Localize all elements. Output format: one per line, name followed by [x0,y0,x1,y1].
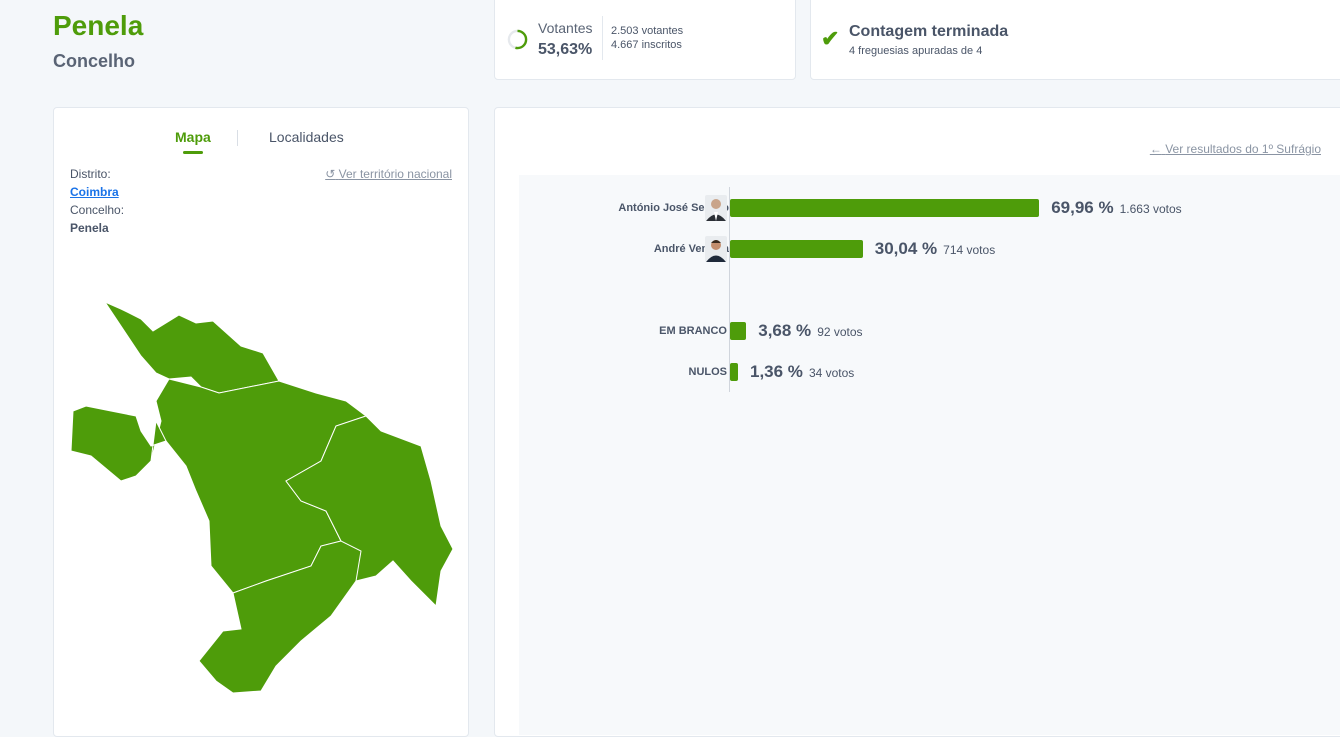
map-parish [198,540,362,694]
result-votes: 92 votos [817,325,863,339]
divider [602,16,603,60]
other-row: NULOS 1,36 % 34 votos [519,362,1340,382]
distrito-link[interactable]: Coimbra [70,185,119,199]
result-votes: 34 votos [808,366,855,380]
result-bar [730,240,863,258]
turnout-label: Votantes [538,20,593,36]
turnout-percent: 53,63% [538,41,593,58]
other-name: EM BRANCO [659,325,727,337]
result-bar [730,363,738,381]
result-label: 69,96 % 1.663 votos [1039,198,1181,218]
chart-axis [729,187,730,392]
distrito-label: Distrito: [70,167,111,181]
arrow-left-icon: ← [1149,142,1162,156]
page-subtitle: Concelho [53,51,136,71]
result-bar [730,322,747,340]
page-title: Penela [53,10,144,41]
result-percent: 30,04 % [874,239,938,258]
candidate-avatar [705,236,727,262]
candidate-name: António José Seguro [618,202,729,214]
first-round-label: Ver resultados do 1º Sufrágio [1165,142,1321,156]
result-percent: 3,68 % [758,321,812,340]
municipality-map [70,300,454,694]
registered-count: 4.667 inscritos [611,39,682,51]
result-label: 1,36 % 34 votos [738,362,854,382]
count-status-card: ✔ Contagem terminada 4 freguesias apurad… [810,0,1340,80]
map-parish [70,405,167,482]
undo-icon: ↺ [325,167,336,181]
tab-mapa[interactable]: Mapa [175,129,211,154]
candidate-row: André Ventura 30,04 % 714 votos [519,236,1340,262]
result-votes: 714 votos [943,243,996,257]
tab-divider [237,130,238,146]
turnout-card: Votantes 53,63% 2.503 votantes 4.667 ins… [494,0,796,80]
candidate-row: António José Seguro 69,96 % 1.663 votos [519,195,1340,221]
results-chart: António José Seguro 69,96 % 1.663 votos A… [519,175,1340,735]
result-percent: 69,96 % [1051,198,1114,217]
national-territory-label: Ver território nacional [338,167,452,181]
turnout-ring-icon [507,29,528,50]
map-panel: Mapa Localidades Distrito: Coimbra Conce… [53,107,469,737]
candidate-avatar [705,195,727,221]
check-icon: ✔ [821,26,840,51]
result-label: 30,04 % 714 votos [863,239,995,259]
first-round-link[interactable]: ← Ver resultados do 1º Sufrágio [1150,142,1321,156]
result-label: 3,68 % 92 votos [746,321,862,341]
results-panel: ← Ver resultados do 1º Sufrágio António … [494,107,1340,737]
map-parish [285,415,454,608]
concelho-label: Concelho: [70,203,125,217]
map-parish [103,300,280,394]
tab-localidades[interactable]: Localidades [269,129,344,145]
result-votes: 1.663 votos [1119,202,1182,216]
result-percent: 1,36 % [750,362,803,381]
count-status-subtitle: 4 freguesias apuradas de 4 [849,45,983,57]
concelho-value: Penela [70,221,109,235]
other-row: EM BRANCO 3,68 % 92 votos [519,321,1340,341]
voters-count: 2.503 votantes [611,25,684,37]
other-name: NULOS [688,366,728,378]
result-bar [730,199,1040,217]
count-status-title: Contagem terminada [849,23,1009,40]
national-territory-link[interactable]: ↺ Ver território nacional [325,167,452,181]
